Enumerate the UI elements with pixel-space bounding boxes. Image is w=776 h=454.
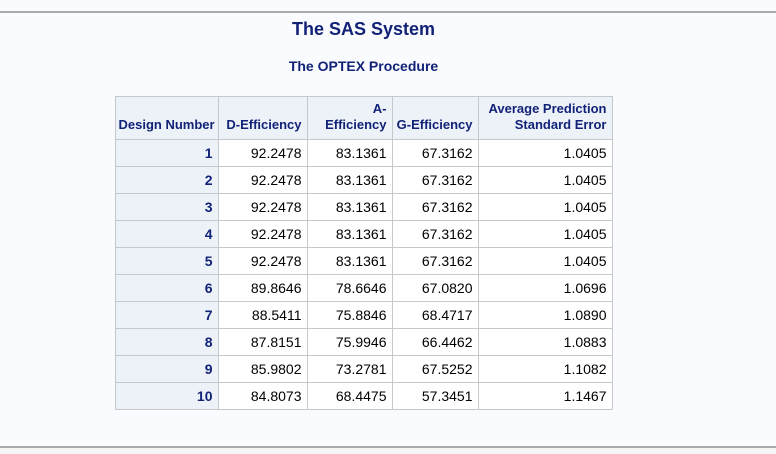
table-row: 1 92.2478 83.1361 67.3162 1.0405 bbox=[114, 139, 613, 167]
a-efficiency-cell: 73.2781 bbox=[306, 355, 393, 383]
a-efficiency-cell: 83.1361 bbox=[306, 247, 393, 275]
footer-strip bbox=[0, 448, 776, 454]
a-efficiency-cell: 75.9946 bbox=[306, 328, 393, 356]
d-efficiency-cell: 85.9802 bbox=[217, 355, 308, 383]
optex-design-efficiency-table: Design Number D-Efficiency A-Efficiency … bbox=[114, 96, 613, 410]
d-efficiency-cell: 92.2478 bbox=[217, 220, 308, 248]
sas-results-output: The SAS System The OPTEX Procedure Desig… bbox=[0, 13, 727, 410]
a-efficiency-cell: 78.6646 bbox=[306, 274, 393, 302]
g-efficiency-cell: 67.3162 bbox=[391, 193, 479, 221]
column-header-avg-prediction-se: Average Prediction Standard Error bbox=[477, 96, 613, 140]
design-number-cell: 4 bbox=[114, 220, 219, 248]
g-efficiency-cell: 67.5252 bbox=[391, 355, 479, 383]
avg-prediction-se-cell: 1.0883 bbox=[477, 328, 613, 356]
a-efficiency-cell: 83.1361 bbox=[306, 220, 393, 248]
table-header-row: Design Number D-Efficiency A-Efficiency … bbox=[114, 96, 613, 140]
a-efficiency-cell: 83.1361 bbox=[306, 139, 393, 167]
a-efficiency-cell: 83.1361 bbox=[306, 193, 393, 221]
design-number-cell: 10 bbox=[114, 382, 219, 410]
avg-prediction-se-cell: 1.0405 bbox=[477, 220, 613, 248]
g-efficiency-cell: 67.3162 bbox=[391, 220, 479, 248]
column-header-design-number: Design Number bbox=[114, 96, 219, 140]
avg-prediction-se-cell: 1.1082 bbox=[477, 355, 613, 383]
avg-prediction-se-cell: 1.0405 bbox=[477, 193, 613, 221]
d-efficiency-cell: 92.2478 bbox=[217, 193, 308, 221]
table-row: 3 92.2478 83.1361 67.3162 1.0405 bbox=[114, 193, 613, 221]
g-efficiency-cell: 67.3162 bbox=[391, 139, 479, 167]
page-title: The SAS System bbox=[291, 19, 436, 39]
avg-prediction-se-cell: 1.0405 bbox=[477, 247, 613, 275]
table-row: 10 84.8073 68.4475 57.3451 1.1467 bbox=[114, 382, 613, 410]
design-number-cell: 5 bbox=[114, 247, 219, 275]
d-efficiency-cell: 92.2478 bbox=[217, 166, 308, 194]
table-row: 6 89.8646 78.6646 67.0820 1.0696 bbox=[114, 274, 613, 302]
a-efficiency-cell: 75.8846 bbox=[306, 301, 393, 329]
g-efficiency-cell: 67.0820 bbox=[391, 274, 479, 302]
column-header-g-efficiency: G-Efficiency bbox=[391, 96, 479, 140]
d-efficiency-cell: 84.8073 bbox=[217, 382, 308, 410]
column-header-a-efficiency: A-Efficiency bbox=[306, 96, 393, 140]
top-pane-divider bbox=[0, 11, 776, 13]
column-header-d-efficiency: D-Efficiency bbox=[217, 96, 308, 140]
a-efficiency-cell: 83.1361 bbox=[306, 166, 393, 194]
avg-prediction-se-cell: 1.0696 bbox=[477, 274, 613, 302]
d-efficiency-cell: 92.2478 bbox=[217, 247, 308, 275]
table-row: 4 92.2478 83.1361 67.3162 1.0405 bbox=[114, 220, 613, 248]
d-efficiency-cell: 89.8646 bbox=[217, 274, 308, 302]
g-efficiency-cell: 57.3451 bbox=[391, 382, 479, 410]
d-efficiency-cell: 88.5411 bbox=[217, 301, 308, 329]
g-efficiency-cell: 66.4462 bbox=[391, 328, 479, 356]
avg-prediction-se-cell: 1.0405 bbox=[477, 139, 613, 167]
d-efficiency-cell: 92.2478 bbox=[217, 139, 308, 167]
table-row: 2 92.2478 83.1361 67.3162 1.0405 bbox=[114, 166, 613, 194]
g-efficiency-cell: 67.3162 bbox=[391, 166, 479, 194]
a-efficiency-cell: 68.4475 bbox=[306, 382, 393, 410]
table-row: 9 85.9802 73.2781 67.5252 1.1082 bbox=[114, 355, 613, 383]
avg-prediction-se-cell: 1.0890 bbox=[477, 301, 613, 329]
avg-prediction-se-cell: 1.0405 bbox=[477, 166, 613, 194]
table-row: 5 92.2478 83.1361 67.3162 1.0405 bbox=[114, 247, 613, 275]
design-number-cell: 9 bbox=[114, 355, 219, 383]
design-number-cell: 8 bbox=[114, 328, 219, 356]
table-body: 1 92.2478 83.1361 67.3162 1.0405 2 92.24… bbox=[114, 139, 613, 410]
design-number-cell: 6 bbox=[114, 274, 219, 302]
design-number-cell: 1 bbox=[114, 139, 219, 167]
design-number-cell: 7 bbox=[114, 301, 219, 329]
d-efficiency-cell: 87.8151 bbox=[217, 328, 308, 356]
table-row: 8 87.8151 75.9946 66.4462 1.0883 bbox=[114, 328, 613, 356]
g-efficiency-cell: 67.3162 bbox=[391, 247, 479, 275]
table-row: 7 88.5411 75.8846 68.4717 1.0890 bbox=[114, 301, 613, 329]
procedure-title: The OPTEX Procedure bbox=[288, 58, 439, 74]
design-number-cell: 2 bbox=[114, 166, 219, 194]
g-efficiency-cell: 68.4717 bbox=[391, 301, 479, 329]
design-number-cell: 3 bbox=[114, 193, 219, 221]
avg-prediction-se-cell: 1.1467 bbox=[477, 382, 613, 410]
bottom-pane-divider bbox=[0, 446, 776, 448]
